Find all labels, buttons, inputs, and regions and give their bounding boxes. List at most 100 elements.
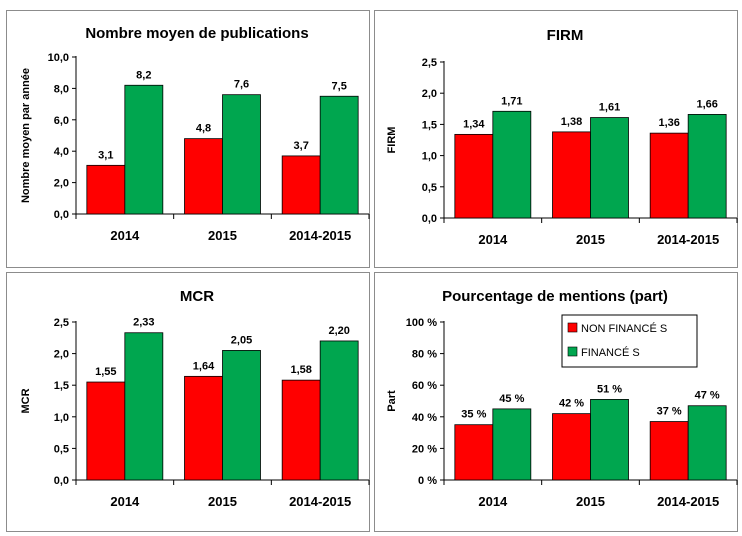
legend-swatch-red [567, 322, 578, 333]
x-tick-label: 2014 [478, 494, 508, 509]
x-tick-label: 2014 [478, 232, 508, 247]
bar-green [687, 405, 727, 481]
data-label: 1,55 [95, 366, 116, 378]
y-tick-label: 2,5 [422, 57, 437, 69]
data-label: 1,58 [290, 364, 311, 376]
chart-title: MCR [180, 288, 214, 305]
data-label: 3,1 [98, 149, 113, 161]
bar-red [184, 375, 223, 481]
bar-red [552, 413, 591, 481]
bar-red [454, 424, 494, 481]
bar-red [649, 421, 689, 481]
legend-box [561, 314, 698, 368]
y-tick-label: 100 % [406, 317, 437, 329]
y-tick-label: 1,0 [54, 412, 69, 424]
data-label: 47 % [695, 390, 720, 402]
y-tick-label: 2,0 [54, 178, 69, 190]
bar-red [281, 155, 321, 215]
y-tick-label: 10,0 [48, 52, 69, 64]
y-tick-label: 80 % [412, 349, 437, 361]
x-tick-label: 2015 [576, 232, 605, 247]
bar-green [590, 117, 629, 219]
x-tick-label: 2015 [208, 494, 237, 509]
data-label: 51 % [597, 383, 622, 395]
y-axis-label: Nombre moyen par année [20, 68, 32, 203]
bar-green [492, 408, 532, 481]
data-label: 3,7 [294, 140, 309, 152]
y-axis-label: FIRM [386, 127, 398, 154]
data-label: 7,6 [234, 79, 249, 91]
y-tick-label: 2,0 [422, 88, 437, 100]
y-tick-label: 4,0 [54, 146, 69, 158]
data-label: 2,33 [133, 317, 154, 329]
data-label: 1,66 [696, 98, 717, 110]
x-tick-label: 2014-2015 [289, 228, 351, 243]
y-tick-label: 2,0 [54, 349, 69, 361]
bar-green [222, 94, 261, 215]
data-label: 1,36 [658, 117, 679, 129]
bar-green [124, 84, 164, 215]
x-tick-label: 2015 [576, 494, 605, 509]
data-label: 7,5 [332, 80, 347, 92]
bar-red [281, 379, 321, 481]
x-tick-label: 2014-2015 [657, 494, 719, 509]
data-label: 1,61 [599, 102, 620, 114]
x-tick-label: 2014-2015 [657, 232, 719, 247]
chart-svg-firm: FIRM FIRM 0,0 0,5 1,0 1,5 2,0 2,5 2014 1,34 1,71 20… [386, 27, 738, 247]
legend-swatch-green [567, 346, 578, 357]
y-tick-label: 0,0 [422, 213, 437, 225]
data-label: 42 % [559, 398, 584, 410]
bar-green [319, 95, 359, 215]
chart-panel-mcr: MCR MCR 0,0 0,5 1,0 1,5 2,0 2,5 2014 1,55 2,33 2015… [6, 272, 370, 532]
data-label: 35 % [461, 409, 486, 421]
bar-red [86, 381, 126, 481]
data-label: 2,20 [328, 325, 349, 337]
bar-green [124, 332, 164, 481]
bar-green [687, 114, 727, 219]
bar-red [649, 132, 689, 219]
y-axis-label: Part [386, 390, 398, 412]
bar-red [86, 164, 126, 215]
chart-title: Pourcentage de mentions (part) [442, 288, 668, 305]
data-label: 1,64 [193, 360, 215, 372]
x-tick-label: 2014 [110, 228, 140, 243]
y-tick-label: 0,0 [54, 209, 69, 221]
y-tick-label: 20 % [412, 443, 437, 455]
legend-label: FINANCÉ S [581, 346, 640, 359]
y-tick-label: 60 % [412, 380, 437, 392]
data-label: 37 % [657, 406, 682, 418]
chart-svg-publications: Nombre moyen de publications Nombre moyen… [20, 25, 370, 243]
y-tick-label: 0,5 [54, 443, 69, 455]
y-tick-label: 6,0 [54, 115, 69, 127]
chart-title: Nombre moyen de publications [85, 25, 308, 42]
bar-green [319, 340, 359, 481]
y-tick-label: 0,5 [422, 182, 437, 194]
legend-label: NON FINANCÉ S [581, 322, 667, 335]
y-tick-label: 1,5 [422, 119, 437, 131]
bar-green [492, 110, 532, 219]
y-tick-label: 1,5 [54, 380, 69, 392]
chart-panel-publications: Nombre moyen de publications Nombre moyen… [6, 10, 370, 268]
data-label: 45 % [499, 393, 524, 405]
chart-panel-firm: FIRM FIRM 0,0 0,5 1,0 1,5 2,0 2,5 2014 1,34 1,71 20… [374, 10, 738, 268]
chart-title: FIRM [547, 27, 584, 44]
data-label: 2,05 [231, 334, 252, 346]
bar-green [222, 350, 261, 481]
y-tick-label: 1,0 [422, 151, 437, 163]
data-label: 1,71 [501, 95, 522, 107]
chart-svg-mentions: Pourcentage de mentions (part) Part 0 % 20 … [386, 288, 738, 509]
y-tick-label: 0 % [418, 475, 437, 487]
bar-red [552, 131, 591, 219]
data-label: 8,2 [136, 69, 151, 81]
data-label: 1,38 [561, 116, 582, 128]
y-tick-label: 0,0 [54, 475, 69, 487]
bar-green [590, 399, 629, 481]
x-tick-label: 2014 [110, 494, 140, 509]
y-tick-label: 8,0 [54, 83, 69, 95]
data-label: 1,34 [463, 118, 485, 130]
bar-red [184, 138, 223, 215]
x-tick-label: 2015 [208, 228, 237, 243]
bar-red [454, 133, 494, 219]
x-tick-label: 2014-2015 [289, 494, 351, 509]
chart-svg-mcr: MCR MCR 0,0 0,5 1,0 1,5 2,0 2,5 2014 1,55 2,33 2015… [20, 288, 370, 509]
